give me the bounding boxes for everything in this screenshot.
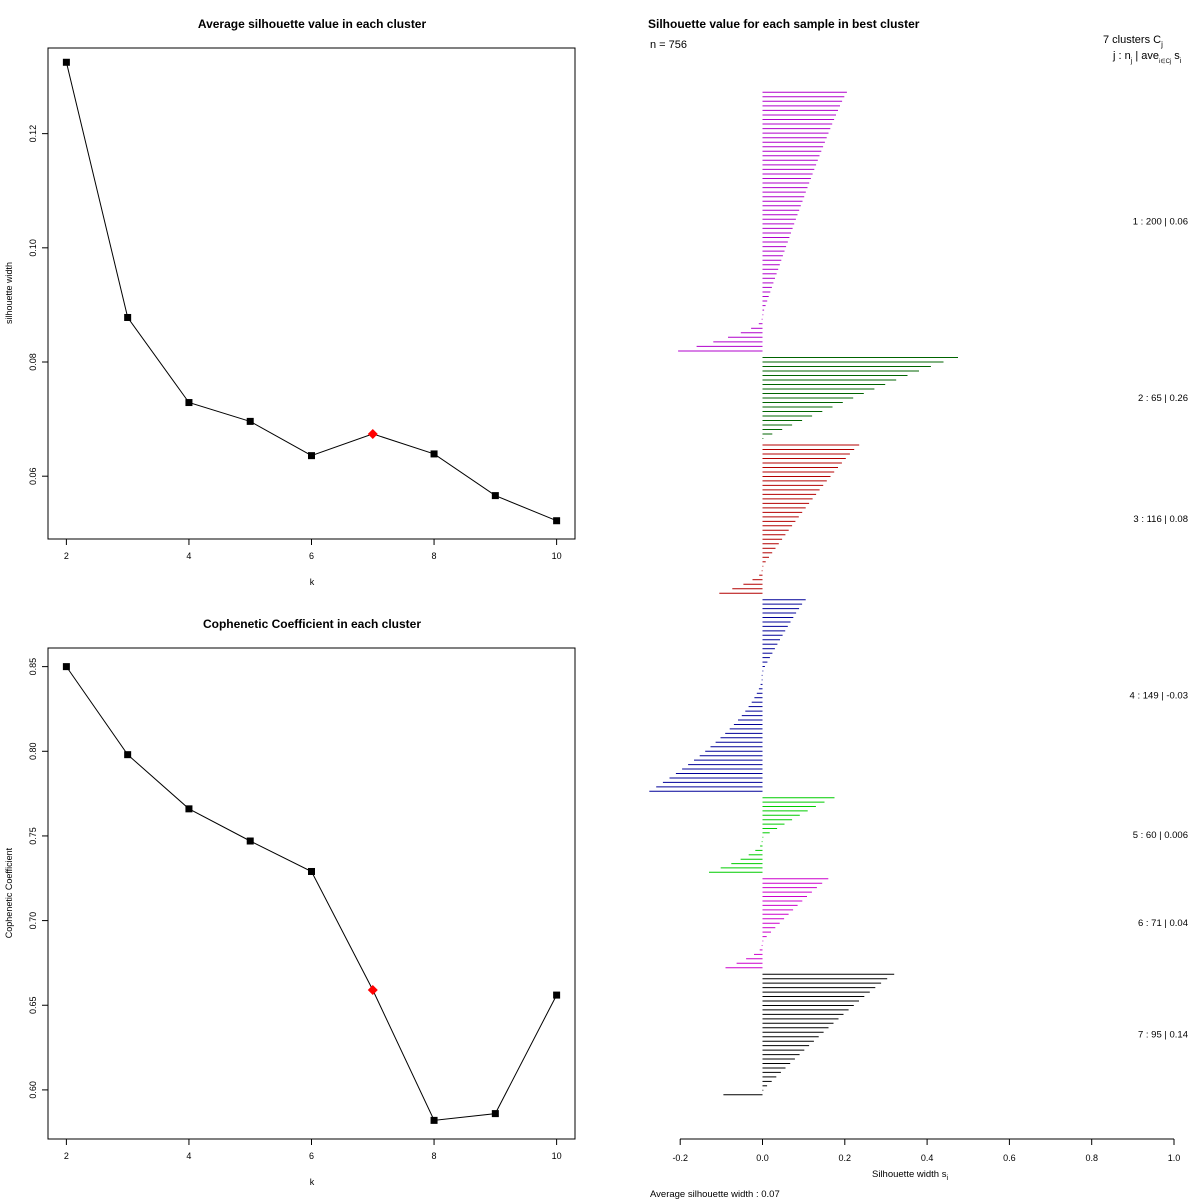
x-tick-label: 10 [552,551,562,561]
average-width: Average silhouette width : 0.07 [650,1189,780,1200]
legend-header-end: s [1171,50,1180,62]
x-axis-label: k [310,1177,315,1187]
x-tick-label: 6 [309,551,314,561]
panel-silhouette-plot: Silhouette value for each sample in best… [648,17,1188,1200]
cluster-label: 3 : 116 | 0.08 [1133,514,1188,525]
data-point [553,517,561,525]
y-tick-label: 0.70 [28,912,38,930]
y-tick-label: 0.10 [28,239,38,257]
x-axis-label: k [310,577,315,587]
data-point [124,751,132,759]
x-tick-label: 4 [186,551,191,561]
data-point [246,417,254,425]
panel-cophenetic: Cophenetic Coefficient in each cluster 2… [4,617,576,1187]
y-tick-label: 0.75 [28,827,38,845]
y-tick-label: 0.80 [28,743,38,761]
data-point [246,837,254,845]
y-tick-label: 0.12 [28,125,38,143]
data-point [308,867,315,875]
y-tick-label: 0.85 [28,658,38,676]
axis-ticks: 2 4 6 8 10 0.06 0.08 0.10 0.12 [28,125,562,561]
data-point [491,1110,499,1118]
data-point [553,991,561,999]
x-tick-label: -0.2 [672,1153,688,1163]
legend-header-text: j : n [1112,50,1131,62]
cluster-label: 6 : 71 | 0.04 [1138,918,1188,929]
legend-header-end-sub: i [1180,58,1182,65]
legend-header-sub: j [1130,58,1133,65]
x-tick-label: 2 [64,1151,69,1161]
x-tick-label: 10 [552,1151,562,1161]
data-point [62,663,70,671]
y-tick-label: 0.06 [28,467,38,485]
data-point [430,450,438,458]
panel-avg-silhouette: Average silhouette value in each cluster… [4,17,576,587]
cluster-labels: 1 : 200 | 0.06 2 : 65 | 0.26 3 : 116 | 0.0… [1130,217,1188,1041]
highlight-point [367,428,378,439]
x-axis-label-sub: i [946,1175,948,1182]
y-axis-label: silhouette width [4,262,14,324]
x-tick-label: 0.8 [1085,1153,1098,1163]
sample-count: n = 756 [650,39,687,51]
legend-header-sub2: i∈Cj [1159,58,1171,65]
data-point [491,492,499,500]
legend-title-text: 7 clusters C [1103,34,1161,46]
plot-frame [47,647,576,1140]
data-point [185,805,193,813]
x-tick-label: 0.4 [921,1153,934,1163]
cluster-label: 7 : 95 | 0.14 [1138,1030,1188,1041]
y-tick-label: 0.08 [28,353,38,371]
data-point [308,452,315,460]
x-axis-label-text: Silhouette width s [872,1169,947,1180]
cluster-label: 5 : 60 | 0.006 [1133,830,1188,841]
cluster-label: 2 : 65 | 0.26 [1138,393,1188,404]
legend-title-sub: j [1160,40,1163,49]
series-marks [62,58,561,525]
data-point [62,58,70,66]
chart-title: Average silhouette value in each cluster [198,17,427,31]
y-tick-label: 0.65 [28,996,38,1014]
x-axis-label: Silhouette width si [872,1169,948,1182]
y-axis-label: Cophenetic Coefficient [4,847,14,938]
series-marks [62,663,561,1124]
chart-title: Cophenetic Coefficient in each cluster [203,617,421,631]
legend-title: 7 clusters Cj [1103,34,1163,49]
legend-header: j : nj | avei∈Cj si [1112,50,1182,65]
x-tick-label: 8 [432,1151,437,1161]
series-line [65,666,558,1121]
cluster-label: 4 : 149 | -0.03 [1130,691,1188,702]
highlight-point [367,985,378,996]
data-point [185,399,193,407]
chart-title: Silhouette value for each sample in best… [648,17,920,31]
x-tick-label: 4 [186,1151,191,1161]
y-tick-label: 0.60 [28,1081,38,1099]
x-tick-label: 2 [64,551,69,561]
silhouette-bars [649,91,958,1096]
x-axis-ticks: -0.2 0.0 0.2 0.4 0.6 0.8 1.0 [672,1139,1180,1163]
cluster-label: 1 : 200 | 0.06 [1133,217,1188,228]
x-tick-label: 0.2 [839,1153,852,1163]
x-tick-label: 8 [432,551,437,561]
x-tick-label: 0.6 [1003,1153,1016,1163]
legend-header-tail: | ave [1132,50,1159,62]
x-tick-label: 6 [309,1151,314,1161]
axis-ticks: 2 4 6 8 10 0.60 0.65 0.70 0.75 0.80 0.85 [28,658,562,1161]
data-point [430,1116,438,1124]
plot-frame [47,47,576,540]
x-tick-label: 0.0 [756,1153,769,1163]
series-line [65,62,557,522]
x-tick-label: 1.0 [1168,1153,1181,1163]
data-point [124,313,132,321]
